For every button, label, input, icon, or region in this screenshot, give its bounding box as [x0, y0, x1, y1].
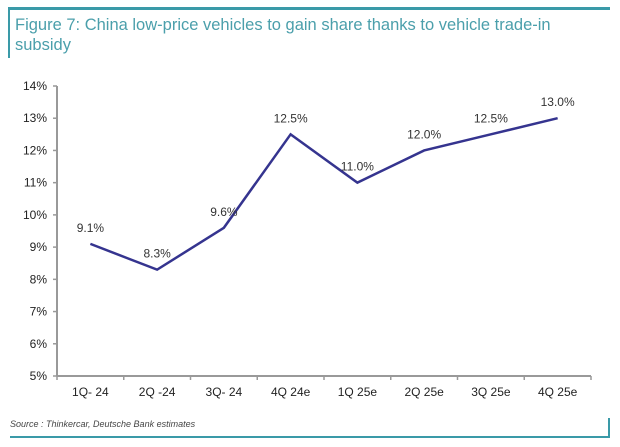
x-tick-label: 3Q- 24 [206, 385, 243, 399]
x-tick-label: 1Q 25e [338, 385, 378, 399]
figure-title: Figure 7: China low-price vehicles to ga… [15, 16, 551, 54]
data-label: 9.6% [210, 205, 238, 219]
y-tick-label: 5% [30, 369, 48, 383]
source-note: Source : Thinkercar, Deutsche Bank estim… [10, 419, 196, 429]
y-tick-label: 10% [23, 208, 47, 222]
x-axis: 1Q- 24 2Q -24 3Q- 24 4Q 24e 1Q 25e 2Q 25e 3Q 2… [56, 375, 592, 399]
y-axis: 5% 6% 7% 8% 9% 10% 11% 12% 13% 14% [23, 79, 58, 383]
series-group [89, 117, 558, 272]
y-tick-label: 7% [30, 305, 48, 319]
right-border-rule [608, 418, 610, 438]
data-label: 12.0% [407, 127, 441, 141]
y-tick-label: 14% [23, 79, 47, 93]
x-tick-label: 2Q 25e [404, 385, 444, 399]
x-tick-label: 2Q -24 [139, 385, 176, 399]
y-tick-label: 13% [23, 111, 47, 125]
x-tick-label: 4Q 25e [538, 385, 578, 399]
y-tick-label: 9% [30, 240, 48, 254]
data-label: 8.3% [143, 247, 171, 261]
y-tick-label: 12% [23, 143, 47, 157]
left-border-rule [8, 10, 10, 58]
y-tick-label: 11% [24, 176, 47, 190]
data-labels: 9.1% 8.3% 9.6% 12.5% 11.0% 12.0% 12.5% 13.0% [77, 95, 575, 260]
y-tick-label: 6% [30, 337, 48, 351]
x-tick-label: 1Q- 24 [72, 385, 109, 399]
top-border-rule [8, 7, 610, 10]
data-label: 12.5% [474, 111, 508, 125]
data-label: 12.5% [274, 111, 308, 125]
x-tick-label: 3Q 25e [471, 385, 511, 399]
x-tick-label: 4Q 24e [271, 385, 311, 399]
data-label: 11.0% [341, 160, 374, 174]
bottom-border-rule [10, 436, 610, 438]
data-label: 9.1% [77, 221, 105, 235]
data-label: 13.0% [541, 95, 575, 109]
y-tick-label: 8% [30, 272, 48, 286]
series-line [89, 117, 558, 272]
